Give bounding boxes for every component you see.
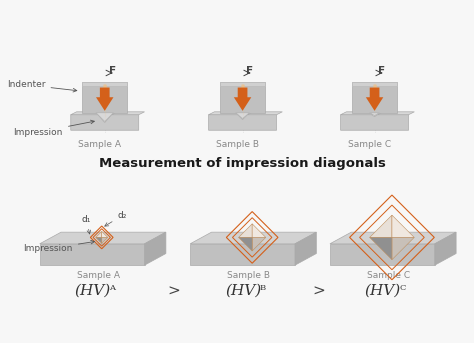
- Polygon shape: [82, 82, 127, 86]
- Text: Sample C: Sample C: [367, 271, 410, 280]
- Polygon shape: [82, 82, 127, 113]
- Text: Sample B: Sample B: [216, 140, 259, 149]
- Polygon shape: [40, 232, 166, 244]
- Text: Impression: Impression: [24, 240, 94, 253]
- Polygon shape: [238, 224, 252, 237]
- Polygon shape: [234, 87, 251, 111]
- Polygon shape: [377, 112, 414, 115]
- Polygon shape: [247, 112, 283, 115]
- Polygon shape: [370, 215, 392, 237]
- Polygon shape: [111, 112, 145, 115]
- Text: >: >: [167, 285, 180, 298]
- Polygon shape: [330, 244, 435, 265]
- Polygon shape: [435, 232, 456, 265]
- Polygon shape: [252, 224, 266, 237]
- Polygon shape: [71, 115, 139, 130]
- Text: C: C: [400, 284, 406, 292]
- Polygon shape: [366, 87, 383, 111]
- Polygon shape: [220, 82, 265, 113]
- Text: F: F: [246, 66, 254, 76]
- Text: (HV): (HV): [365, 284, 401, 298]
- Text: Indenter: Indenter: [7, 80, 77, 92]
- Text: (HV): (HV): [225, 284, 261, 298]
- Text: Sample A: Sample A: [77, 271, 120, 280]
- Text: F: F: [109, 66, 116, 76]
- Polygon shape: [102, 232, 108, 237]
- Polygon shape: [71, 112, 104, 115]
- Polygon shape: [40, 244, 145, 265]
- Polygon shape: [190, 232, 316, 244]
- Polygon shape: [96, 232, 102, 237]
- Polygon shape: [209, 115, 276, 130]
- Text: Measurement of impression diagonals: Measurement of impression diagonals: [99, 157, 386, 170]
- Polygon shape: [96, 87, 113, 111]
- Polygon shape: [370, 237, 392, 260]
- Polygon shape: [330, 232, 456, 244]
- Polygon shape: [102, 237, 108, 244]
- Text: (HV): (HV): [74, 284, 111, 298]
- Text: >: >: [312, 285, 325, 298]
- Polygon shape: [352, 82, 397, 86]
- Polygon shape: [96, 237, 102, 244]
- Polygon shape: [295, 232, 316, 265]
- Text: Sample A: Sample A: [78, 140, 121, 149]
- Polygon shape: [238, 237, 252, 251]
- Polygon shape: [236, 113, 249, 119]
- Text: Sample C: Sample C: [348, 140, 391, 149]
- Text: Sample B: Sample B: [228, 271, 271, 280]
- Polygon shape: [341, 112, 377, 115]
- Text: B: B: [260, 284, 266, 292]
- Polygon shape: [341, 115, 409, 130]
- Polygon shape: [145, 232, 166, 265]
- Polygon shape: [392, 215, 414, 237]
- Polygon shape: [352, 82, 397, 113]
- Text: d₁: d₁: [82, 215, 91, 234]
- Polygon shape: [252, 237, 266, 251]
- Text: F: F: [378, 66, 385, 76]
- Polygon shape: [370, 113, 379, 116]
- Text: d₂: d₂: [105, 211, 127, 226]
- Text: Impression: Impression: [14, 120, 94, 137]
- Polygon shape: [220, 82, 265, 86]
- Polygon shape: [96, 113, 113, 121]
- Polygon shape: [209, 112, 244, 115]
- Text: A: A: [109, 284, 115, 292]
- Polygon shape: [392, 237, 414, 260]
- Polygon shape: [190, 244, 295, 265]
